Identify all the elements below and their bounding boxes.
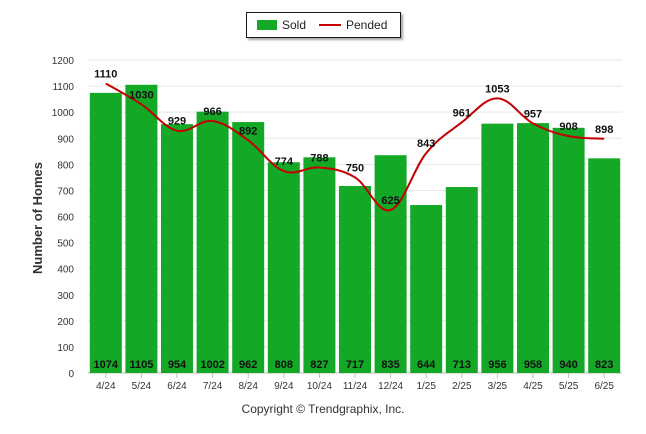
sold-bar [517,123,549,373]
pended-value-label: 892 [239,125,257,137]
sold-bar [196,111,229,374]
legend-item-sold[interactable]: Sold [257,13,306,37]
x-tick-label: 3/25 [488,381,508,392]
pended-line [105,82,605,212]
legend-item-pended[interactable]: Pended [319,13,387,37]
pended-value-label: 843 [417,138,435,150]
pended-value-label: 774 [275,156,294,168]
legend-sold-label: Sold [282,18,307,32]
pended-value-label: 750 [346,162,364,174]
x-axis-ticks: 4/24 5/24 6/24 7/24 8/24 9/24 10/24 11/24 12/24 1… [96,373,614,392]
x-tick-label: 6/25 [594,381,614,392]
sold-bar [588,158,621,373]
sold-value-label: 1074 [94,359,119,371]
x-tick-label: 5/24 [132,381,152,392]
pended-value-label: 966 [203,106,221,118]
sold-value-label: 962 [239,359,257,371]
x-tick-label: 4/25 [523,381,543,392]
sold-value-label: 713 [453,359,471,371]
sold-bar [410,205,443,373]
sold-value-label: 958 [524,359,542,371]
x-tick-label: 9/24 [274,381,294,392]
x-tick-label: 2/25 [452,381,472,392]
x-tick-label: 6/24 [167,381,187,392]
sold-bar [89,92,122,374]
y-tick-label: 0 [68,369,74,380]
sold-bar [303,157,336,373]
sold-bars [89,84,621,374]
pended-value-label: 961 [453,107,471,119]
sold-value-label: 835 [381,359,399,371]
sold-value-label: 808 [275,359,293,371]
y-tick-label: 900 [57,134,74,145]
legend-pended-swatch [319,24,341,26]
pended-value-label: 929 [168,116,186,128]
sold-bar [339,185,371,373]
legend-pended-label: Pended [346,18,388,32]
y-tick-label: 1000 [52,108,75,119]
pended-value-label: 1030 [129,89,153,101]
sold-bar [267,162,300,373]
pended-line-path [105,82,605,212]
sold-value-label: 827 [310,359,328,371]
sold-bar [125,84,158,373]
y-tick-label: 400 [57,265,74,276]
x-tick-label: 4/24 [96,381,116,392]
sold-value-label: 956 [488,359,506,371]
y-tick-label: 200 [57,317,74,328]
sold-bar [552,127,585,373]
y-tick-label: 800 [57,160,74,171]
sold-bar [374,155,407,373]
y-tick-label: 600 [57,213,74,224]
x-tick-label: 12/24 [378,381,403,392]
x-tick-label: 5/25 [559,381,579,392]
pended-value-label: 788 [310,152,328,164]
sold-value-label: 1002 [200,359,224,371]
data-labels: 1074 1105 954 1002 962 808 827 717 835 644 713 956 9… [94,68,614,371]
sold-bar [445,187,478,373]
y-tick-label: 100 [57,343,74,354]
sold-value-label: 717 [346,359,364,371]
sold-value-label: 954 [168,359,187,371]
sold-value-label: 823 [595,359,613,371]
x-tick-label: 1/25 [416,381,436,392]
sold-bar [481,123,514,373]
sold-bar [161,124,193,373]
legend-sold-swatch [257,20,277,30]
y-tick-label: 500 [57,239,74,250]
y-tick-label: 1100 [52,82,74,93]
y-tick-label: 700 [57,186,74,197]
y-axis-label: Number of Homes [30,162,45,274]
legend: Sold Pended [246,12,401,38]
sold-value-label: 644 [417,359,436,371]
x-tick-label: 11/24 [343,381,368,392]
x-tick-label: 8/24 [238,381,258,392]
pended-value-label: 908 [559,121,577,133]
copyright: Copyright © Trendgraphix, Inc. [241,402,405,416]
sold-value-label: 940 [559,359,577,371]
pended-value-label: 625 [381,195,399,207]
pended-value-label: 1053 [485,83,509,95]
y-axis-ticks: 0 100 200 300 400 500 600 700 800 900 1000 1100 1200 [52,56,75,380]
sold-bar [232,122,265,373]
x-tick-label: 7/24 [203,381,223,392]
sold-value-label: 1105 [129,359,153,371]
y-tick-label: 300 [57,291,74,302]
y-tick-label: 1200 [52,56,75,67]
pended-value-label: 1110 [94,68,117,80]
pended-value-label: 898 [595,124,613,136]
x-tick-label: 10/24 [307,381,332,392]
pended-value-label: 957 [524,108,542,120]
